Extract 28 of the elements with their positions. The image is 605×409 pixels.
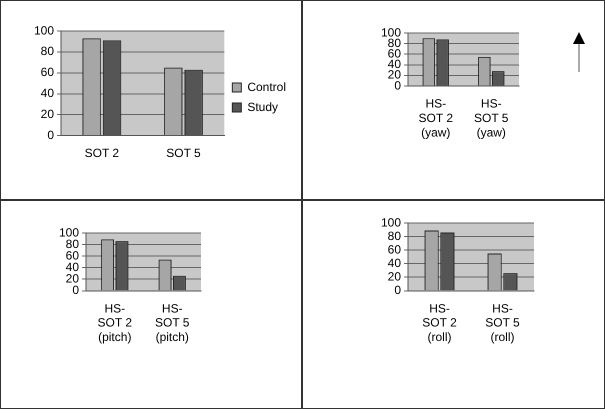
y-tick-label: 40 [388,256,402,270]
y-tick-label: 0 [394,283,402,298]
x-tick-label: SOT 5 [166,146,202,160]
y-tick-label: 100 [58,225,80,240]
x-tick-label: HS-SOT 2 (pitch) [98,301,132,344]
y-tick-label: 60 [388,242,402,256]
y-tick-label: 20 [40,106,54,121]
x-tick-label: HS-SOT 2 (yaw) [418,96,454,140]
y-tick-label: 100 [380,215,402,230]
y-tick-label: 0 [47,128,54,142]
y-tick-label: 80 [40,44,54,58]
y-tick-label: 60 [40,65,54,80]
y-tick-label: 40 [40,86,54,100]
legend-label: Control [247,80,286,94]
x-tick-label: HS-SOT 5 (pitch) [155,301,190,344]
x-tick-label: HS-SOT 5 (yaw) [474,96,509,140]
y-tick-label: 20 [388,270,402,284]
y-tick-label: 0 [72,283,80,298]
y-tick-label: 20 [66,272,80,286]
y-tick-label: 80 [66,236,80,251]
legend-label: Study [247,100,278,114]
y-tick-label: 100 [34,23,54,38]
x-tick-label: SOT 2 [84,146,120,160]
y-tick-label: 80 [388,228,402,243]
x-tick-label: HS-SOT 2 (roll) [422,301,458,344]
y-tick-label: 40 [66,260,80,274]
x-tick-label: HS-SOT 5 (roll) [485,301,520,344]
y-tick-label: 60 [66,248,80,262]
